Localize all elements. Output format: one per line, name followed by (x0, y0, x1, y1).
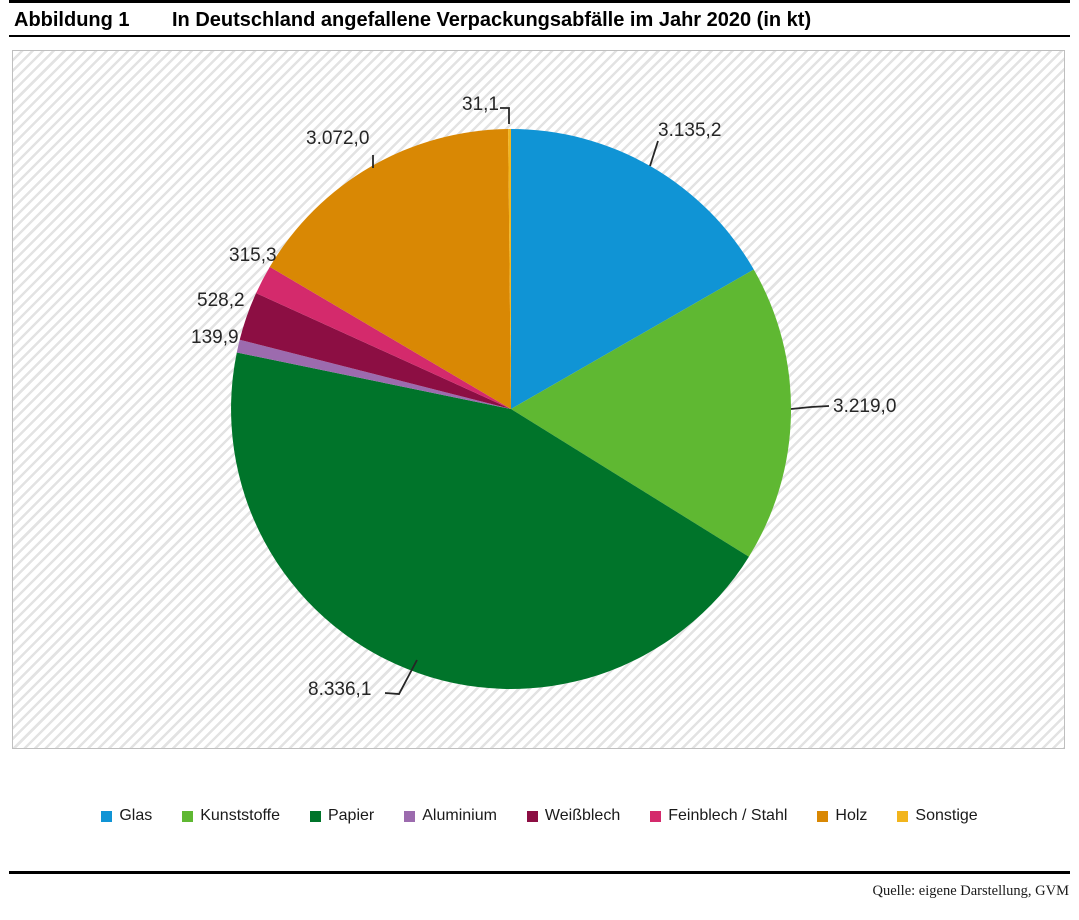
bottom-rule (9, 871, 1070, 874)
pie-slice-papier (231, 352, 749, 689)
legend-label-aluminium: Aluminium (422, 807, 497, 824)
value-label-papier: 8.336,1 (308, 679, 372, 700)
legend-label-feinblech-stahl: Feinblech / Stahl (668, 807, 788, 824)
value-label-holz: 3.072,0 (306, 128, 370, 149)
pie-slice-kunststoffe (511, 269, 792, 557)
value-label-glas: 3.135,2 (658, 120, 722, 141)
pie-slice-feinblech-stahl (256, 266, 511, 409)
pie-slices (231, 128, 792, 689)
legend-item-kunststoffe: Kunststoffe (182, 807, 280, 825)
legend-item-weissblech: Weißblech (526, 807, 621, 825)
leader-line-kunststoffe (790, 405, 830, 410)
value-label-sonstige: 31,1 (462, 94, 499, 115)
title-rule (9, 35, 1070, 37)
pie-slice-glas (511, 129, 754, 409)
legend-label-sonstige: Sonstige (915, 807, 978, 824)
pie-slice-holz (269, 129, 511, 409)
figure-number: Abbildung 1 (14, 9, 130, 31)
legend-item-glas: Glas (101, 807, 152, 825)
figure-header: Abbildung 1 In Deutschland angefallene Ve… (0, 3, 1079, 33)
legend-swatch-weissblech (526, 810, 538, 822)
legend-swatch-kunststoffe (182, 810, 194, 822)
legend-item-papier: Papier (309, 807, 375, 825)
source-note: Quelle: eigene Darstellung, GVM (872, 883, 1069, 899)
legend-swatch-sonstige (897, 810, 909, 822)
top-rule (9, 0, 1070, 3)
legend-label-papier: Papier (327, 807, 375, 824)
pie-slice-aluminium (236, 339, 512, 409)
figure-title: In Deutschland angefallene Verpackungsab… (172, 9, 812, 31)
pie-chart (231, 107, 830, 695)
value-label-weissblech: 528,2 (197, 290, 245, 311)
legend-label-kunststoffe: Kunststoffe (200, 807, 280, 824)
legend-item-feinblech-stahl: Feinblech / Stahl (650, 807, 787, 825)
value-label-kunststoffe: 3.219,0 (833, 396, 897, 417)
legend-label-weissblech: Weißblech (544, 807, 621, 824)
leader-line-papier (384, 659, 418, 695)
legend-swatch-holz (817, 810, 829, 822)
chart-plot-area: 31,1 3.135,2 3.219,0 8.336,1 3.072,0 315… (12, 50, 1065, 749)
pie-slice-wei-blech (239, 293, 511, 409)
leader-lines (372, 107, 830, 695)
legend-label-glas: Glas (119, 807, 153, 824)
legend-swatch-papier (309, 810, 321, 822)
legend-item-holz: Holz (817, 807, 867, 825)
legend-swatch-glas (101, 810, 113, 822)
legend-item-aluminium: Aluminium (404, 807, 497, 825)
leader-line-glas (649, 140, 659, 167)
legend-swatch-feinblech-stahl (650, 810, 662, 822)
leader-line-sonstige (500, 107, 510, 124)
pie-slice-sonstige (508, 128, 511, 409)
legend-item-sonstige: Sonstige (897, 807, 978, 825)
value-label-feinblech: 315,3 (229, 245, 277, 266)
chart-legend: Glas Kunststoffe Papier Aluminium Weißbl… (0, 807, 1079, 825)
value-label-aluminium: 139,9 (191, 327, 239, 348)
legend-label-holz: Holz (835, 807, 868, 824)
legend-swatch-aluminium (404, 810, 416, 822)
